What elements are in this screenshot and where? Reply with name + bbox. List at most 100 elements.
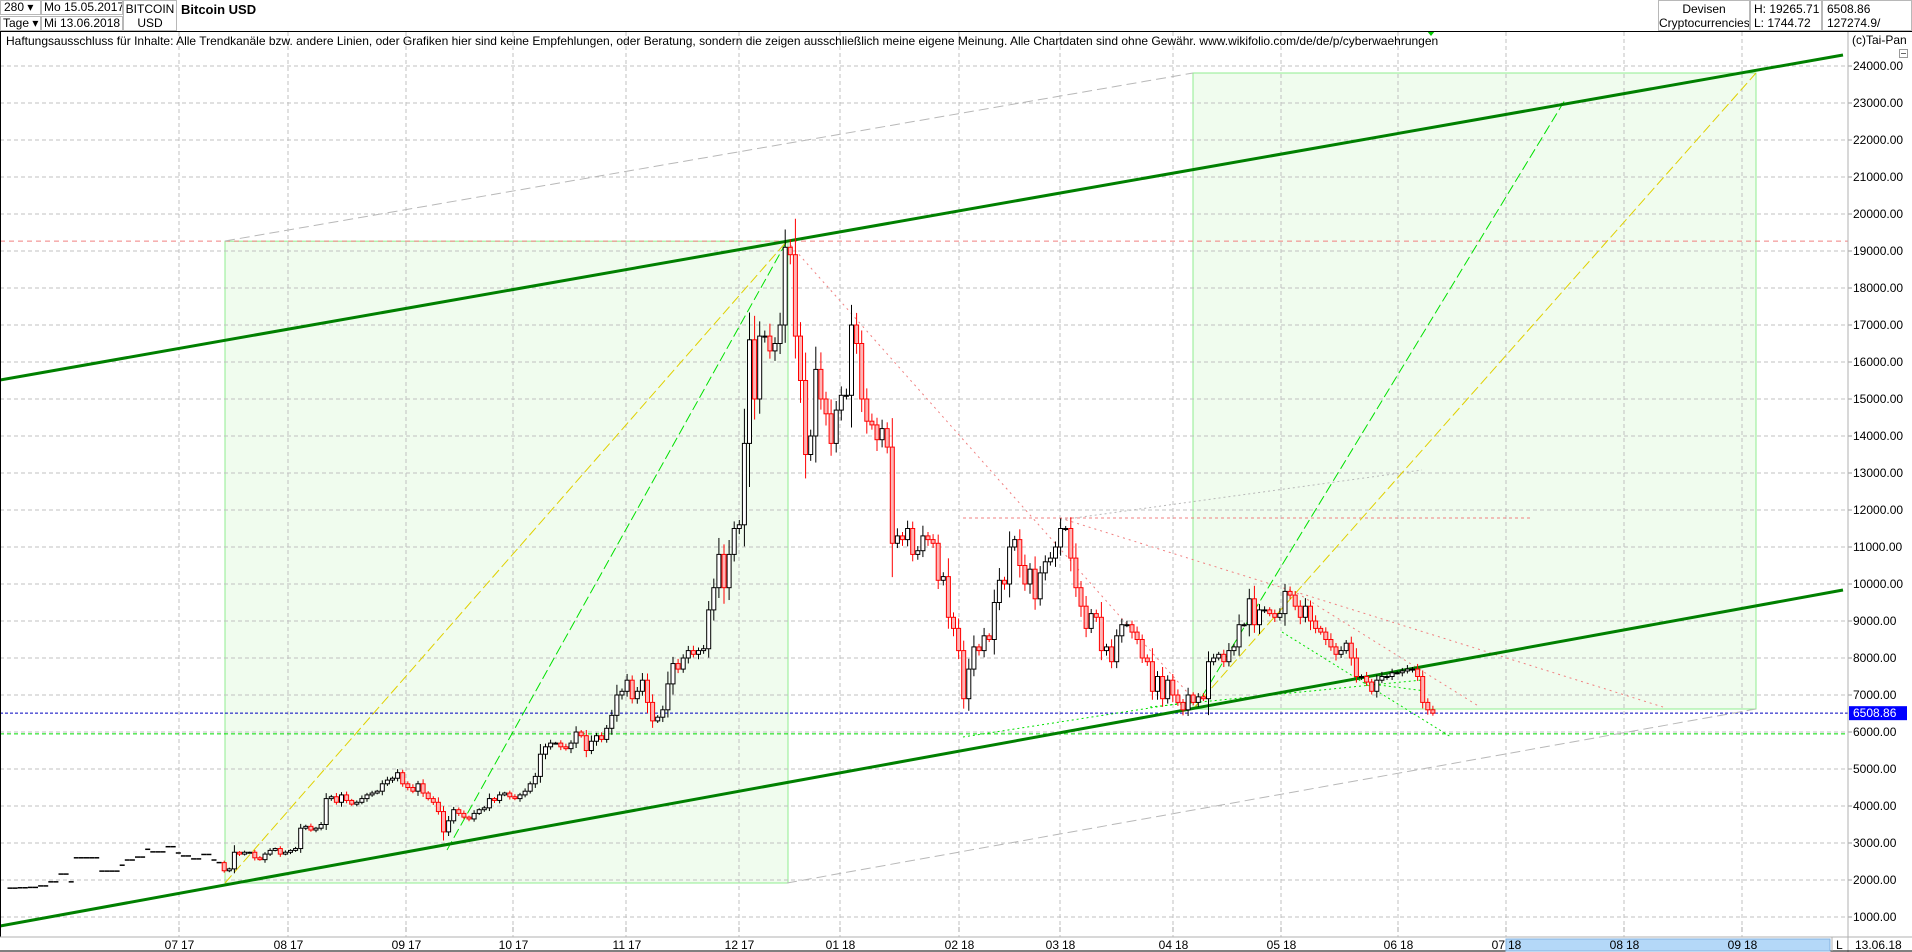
candle-up: [298, 827, 304, 850]
candle-down: [405, 783, 411, 788]
candle-up: [772, 343, 778, 352]
candle-down: [803, 380, 809, 455]
symbol-currency: USD: [137, 16, 163, 30]
candle-up: [614, 694, 620, 716]
candle-down: [1134, 631, 1140, 640]
x-tick-year: 18: [1744, 938, 1758, 952]
x-tick-month: 07: [165, 938, 179, 952]
candle-down: [563, 746, 569, 750]
y-tick-label: 20000.00: [1853, 207, 1903, 221]
candle-up: [905, 528, 911, 541]
candle-up: [323, 798, 329, 825]
log-scale-toggle[interactable]: L: [1836, 938, 1843, 952]
candle-up: [1114, 635, 1120, 663]
candle-down: [1323, 631, 1329, 640]
x-tick-month: 10: [499, 938, 513, 952]
candle-up: [267, 849, 273, 855]
candle-up: [1206, 661, 1211, 700]
candle-up: [1282, 590, 1288, 615]
x-tick-month: 06: [1384, 938, 1398, 952]
candle-up: [354, 801, 360, 805]
candle-down: [512, 796, 518, 800]
candle-up: [996, 579, 1002, 603]
candle-up: [1359, 676, 1364, 678]
candle-down: [461, 812, 467, 818]
candle-up: [1374, 679, 1380, 692]
candle-up: [1195, 696, 1201, 703]
candle-down: [1430, 709, 1436, 714]
candle-down: [1328, 639, 1334, 648]
candle-up: [588, 740, 594, 751]
candle-down: [1251, 598, 1257, 626]
candle-down: [986, 635, 992, 640]
x-tick-year: 18: [1400, 938, 1414, 952]
candle-down: [237, 851, 242, 855]
candle-down: [1093, 613, 1099, 618]
candle-up: [619, 690, 625, 696]
candle-down: [1425, 701, 1431, 711]
candle-up: [757, 335, 763, 400]
candle-up: [1394, 672, 1400, 675]
candle-up: [731, 528, 737, 555]
candle-up: [318, 824, 324, 829]
candle-up: [624, 679, 630, 692]
candle-up: [879, 428, 885, 441]
candle-down: [869, 420, 875, 426]
date-from[interactable]: Mo 15.05.2017: [41, 0, 123, 15]
x-tick-year: 18: [1062, 938, 1076, 952]
candle-down: [1272, 613, 1278, 618]
y-tick-label: 9000.00: [1853, 614, 1897, 628]
x-tick-month: 11: [613, 938, 626, 952]
candle-up: [894, 535, 900, 544]
candle-up: [517, 794, 523, 800]
candle-up: [777, 324, 783, 344]
bars-count-select[interactable]: 280 ▾: [0, 0, 41, 15]
candle-up: [502, 792, 508, 796]
candle-up: [660, 709, 666, 718]
minus-icon: [1901, 53, 1906, 54]
candle-down: [1170, 679, 1176, 696]
candle-up: [634, 690, 640, 700]
collapse-button[interactable]: [1899, 49, 1908, 58]
candle-down: [889, 446, 895, 544]
candle-down: [277, 848, 283, 855]
candle-up: [1384, 676, 1390, 678]
candle-down: [900, 535, 905, 541]
candle-down: [935, 542, 941, 581]
candle-up: [1012, 539, 1018, 548]
candle-up: [1058, 528, 1064, 548]
date-to[interactable]: Mi 13.06.2018: [41, 16, 123, 31]
candle-down: [1364, 676, 1370, 683]
green-dotted-1: [962, 700, 1196, 738]
candle-up: [282, 851, 288, 855]
x-tick-month: 01: [826, 938, 840, 952]
candle-up: [1047, 557, 1053, 563]
candle-up: [553, 742, 559, 745]
candle-down: [1160, 676, 1166, 700]
market-name: Devisen: [1682, 2, 1726, 16]
candle-up: [670, 663, 676, 685]
candle-up: [384, 779, 390, 785]
candle-up: [364, 794, 370, 800]
candle-down: [1415, 668, 1421, 677]
market-cell: Devisen Cryptocurrencies: [1658, 0, 1750, 31]
x-tick-month: 02: [945, 938, 959, 952]
candle-down: [976, 646, 982, 652]
candle-down: [1353, 657, 1359, 677]
x-tick-month: 07: [1492, 938, 1506, 952]
candle-down: [308, 825, 314, 831]
candle-up: [481, 807, 487, 811]
last-price-badge: [1849, 706, 1907, 721]
y-tick-label: 17000.00: [1853, 318, 1903, 332]
low-value: L: 1744.72: [1754, 16, 1811, 30]
candle-up: [706, 609, 712, 650]
candle-up: [1410, 668, 1415, 671]
candle-down: [578, 731, 584, 737]
candle-up: [288, 849, 293, 853]
candle-up: [1211, 657, 1217, 663]
candle-down: [558, 742, 564, 748]
candle-up: [915, 550, 921, 555]
period-select[interactable]: Tage ▾: [0, 16, 41, 31]
candle-up: [527, 783, 533, 792]
